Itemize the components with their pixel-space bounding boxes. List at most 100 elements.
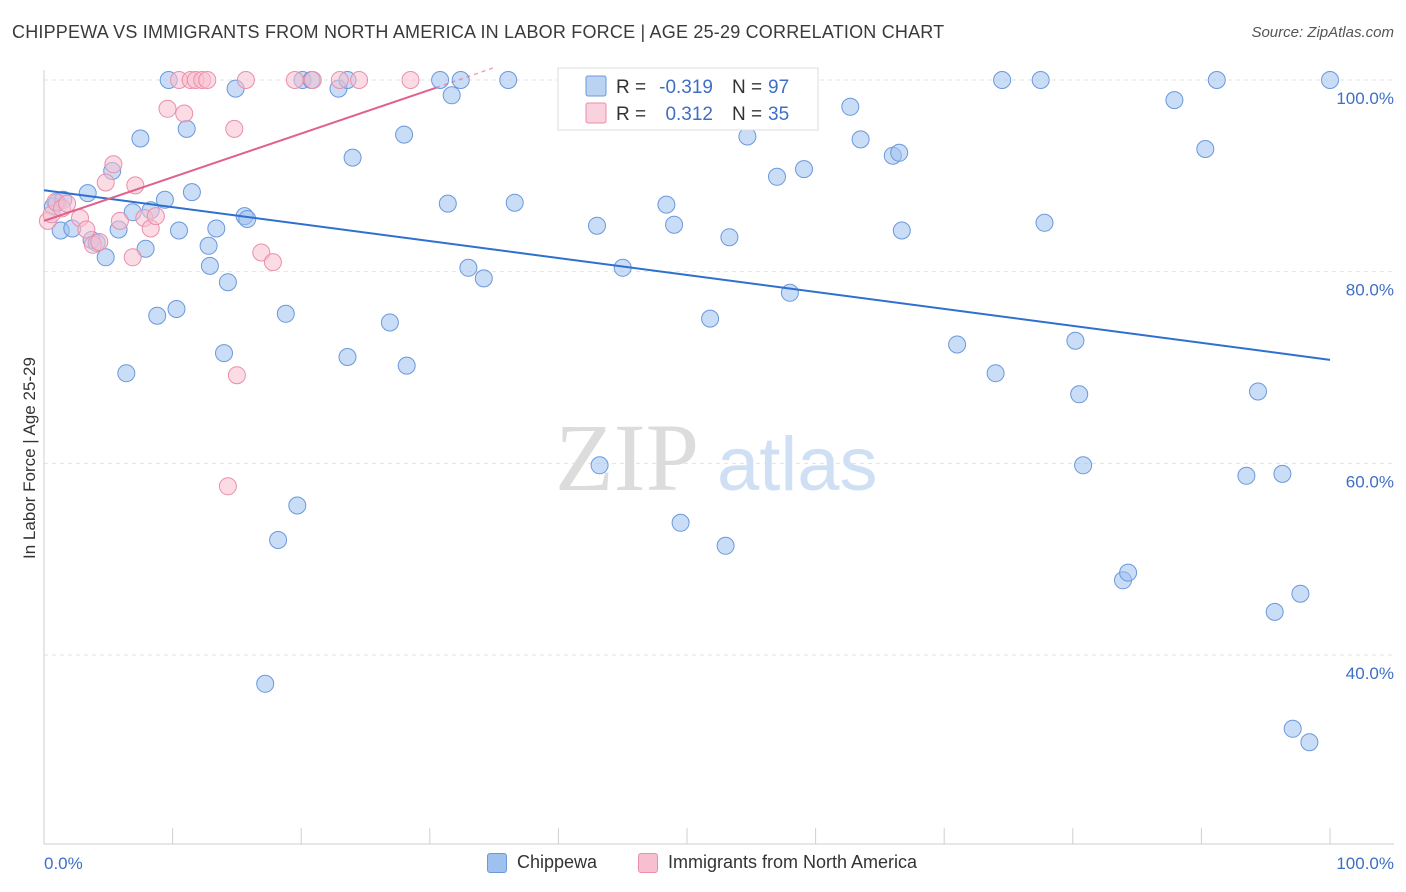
chippewa-point-41 [380,313,399,332]
chippewa-point-59 [701,309,720,328]
chart-title: CHIPPEWA VS IMMIGRANTS FROM NORTH AMERIC… [12,22,945,42]
immigrants-point-4 [58,194,77,213]
chippewa-point-86 [1249,382,1267,401]
data-points [38,71,1339,752]
chippewa-point-82 [1165,91,1184,110]
trend-lines [43,66,1331,361]
chippewa-point-22 [182,183,201,202]
chippewa-point-76 [1035,213,1054,232]
chippewa-point-67 [841,97,860,116]
chippewa-point-71 [892,221,911,240]
chippewa-point-20 [170,221,188,240]
chippewa-point-79 [1074,456,1093,475]
gridlines [44,79,1394,656]
chippewa-point-32 [269,531,288,549]
immigrants-point-25 [225,119,244,138]
chippewa-point-56 [657,195,676,214]
chippewa-point-30 [238,210,257,228]
immigrants-point-10 [104,155,123,174]
series-legend-chippewa[interactable]: Chippewa [487,852,597,873]
watermark-zip: ZIP [555,404,699,511]
chippewa-point-64 [768,167,786,186]
chippewa-point-11 [117,364,136,383]
chippewa-point-62 [720,228,739,247]
immigrants-trend-line [43,86,437,222]
chippewa-point-68 [851,130,870,149]
y-axis-label: In Labor Force | Age 25-29 [20,357,39,559]
chippewa-point-46 [442,86,461,105]
chippewa-point-58 [671,513,690,532]
chippewa-point-48 [459,258,478,277]
immigrants-point-11 [110,211,129,230]
x-axis-ticks [172,828,1331,844]
chippewa-point-87 [1265,602,1284,621]
y-tick-labels: 100.0% 80.0% 60.0% 40.0% [1336,89,1394,683]
immigrants-point-32 [330,71,349,89]
immigrants-point-17 [158,99,177,118]
immigrants-point-29 [263,253,282,272]
immigrants-point-19 [175,104,194,123]
chippewa-point-70 [890,143,909,162]
legend-n-value-immigrants: 35 [768,104,789,125]
chippewa-point-16 [148,306,167,325]
legend-r-label-immigrants: R = [616,104,646,125]
legend-r-label-chippewa: R = [616,77,646,98]
x-tick-label-max: 100.0% [1336,854,1394,873]
legend-r-value-immigrants: 0.312 [665,104,713,125]
chippewa-point-39 [338,348,357,366]
chippewa-point-84 [1207,71,1226,89]
chippewa-point-13 [131,129,150,148]
chippewa-point-61 [716,536,735,555]
chippewa-point-24 [200,256,219,275]
watermark: ZIP atlas [555,404,878,511]
series-legend-immigrants[interactable]: Immigrants from North America [638,852,917,873]
chippewa-point-26 [215,344,233,363]
immigrants-point-24 [218,477,237,496]
immigrants-point-34 [401,71,420,89]
immigrants-point-8 [90,233,109,251]
chippewa-point-83 [1196,140,1215,158]
chippewa-point-91 [1300,733,1319,752]
chart-source: Source: ZipAtlas.com [1251,24,1394,41]
chippewa-point-77 [1066,331,1085,350]
y-tick-label-80: 80.0% [1346,281,1394,300]
chippewa-point-57 [665,215,684,234]
chippewa-point-52 [588,216,606,235]
chippewa-point-25 [207,219,226,238]
legend-swatch-immigrants [585,102,607,124]
chippewa-point-72 [948,335,967,354]
chippewa-point-49 [474,269,493,288]
chippewa-point-14 [136,239,155,258]
chippewa-point-90 [1291,584,1310,603]
chippewa-point-34 [288,496,307,515]
legend-swatch-chippewa [585,75,607,97]
y-tick-label-40: 40.0% [1346,664,1394,683]
chippewa-point-89 [1283,719,1302,738]
y-tick-label-100: 100.0% [1336,89,1394,108]
immigrants-point-23 [198,71,217,89]
chippewa-point-50 [499,71,518,89]
series-legend-swatch-chippewa [487,852,507,873]
immigrants-point-33 [350,71,369,89]
chippewa-point-92 [1321,71,1339,89]
chippewa-point-17 [155,190,174,209]
immigrants-point-9 [96,173,115,192]
chippewa-point-31 [256,674,275,693]
chippewa-point-81 [1119,563,1138,582]
chippewa-point-73 [986,364,1005,383]
chippewa-point-75 [1031,71,1050,89]
chippewa-point-74 [993,71,1012,89]
series-legend-label-immigrants: Immigrants from North America [668,852,918,872]
chippewa-point-40 [343,148,362,167]
chippewa-point-23 [199,236,218,255]
immigrants-trend-line-extension [435,66,495,89]
legend-r-value-chippewa: -0.319 [659,77,713,98]
immigrants-point-16 [146,207,165,226]
series-legend: Chippewa Immigrants from North America [0,852,1406,878]
legend-n-label-immigrants: N = [732,104,762,125]
immigrants-point-30 [285,71,304,89]
chippewa-point-85 [1237,466,1256,485]
chippewa-point-43 [397,356,416,375]
chippewa-point-21 [177,119,196,138]
